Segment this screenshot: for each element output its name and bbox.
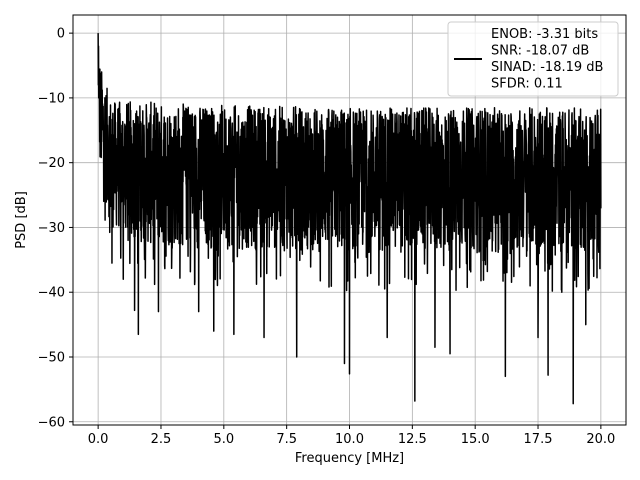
y-axis-label: PSD [dB]	[14, 191, 29, 249]
legend: ENOB: -3.31 bits SNR: -18.07 dB SINAD: -…	[447, 21, 619, 97]
x-tick-label: 12.5	[398, 432, 427, 447]
x-tick-label: 10.0	[335, 432, 364, 447]
y-tick-label: −10	[38, 91, 65, 106]
x-tick-label: 2.5	[151, 432, 172, 447]
x-tick-label: 20.0	[586, 432, 615, 447]
x-tick-label: 7.5	[276, 432, 297, 447]
x-tick-label: 5.0	[213, 432, 234, 447]
x-tick-label: 0.0	[88, 432, 109, 447]
legend-enob-text: ENOB: -3.31 bits	[491, 27, 598, 42]
x-axis-ticks: 0.0 2.5 5.0 7.5 10.0 12.5 15.0 17.5 20.0	[88, 425, 615, 447]
legend-sinad-text: SINAD: -18.19 dB	[491, 60, 603, 75]
legend-snr-text: SNR: -18.07 dB	[491, 44, 589, 59]
x-tick-label: 15.0	[461, 432, 490, 447]
legend-sfdr-text: SFDR: 0.11	[491, 77, 563, 92]
y-tick-label: −20	[38, 156, 65, 171]
legend-box	[447, 21, 619, 97]
y-tick-label: −50	[38, 350, 65, 365]
x-axis-label: Frequency [MHz]	[295, 451, 404, 466]
y-tick-label: −30	[38, 221, 65, 236]
y-tick-label: −40	[38, 286, 65, 301]
y-axis-ticks: 0 −10 −20 −30 −40 −50 −60	[38, 27, 73, 430]
psd-series-line	[97, 33, 602, 405]
plot-area	[97, 33, 602, 405]
y-tick-label: −60	[38, 415, 65, 430]
x-tick-label: 17.5	[524, 432, 553, 447]
y-tick-label: 0	[57, 27, 65, 42]
